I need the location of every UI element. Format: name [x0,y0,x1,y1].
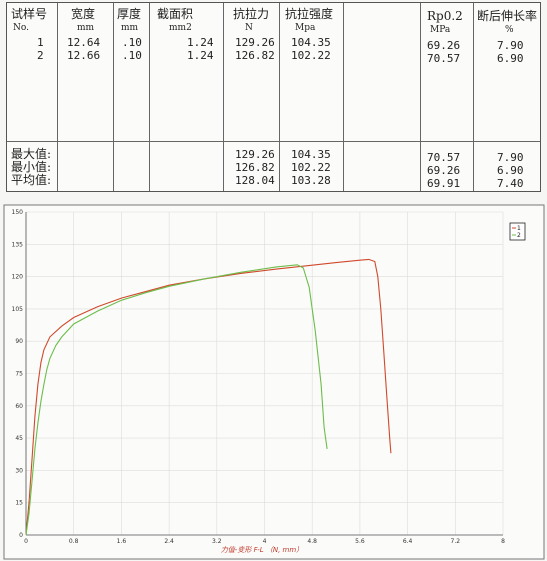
legend-label-2: 2 [517,232,521,239]
column-line [113,3,114,191]
row2-rp02: 70.57 [427,52,461,65]
stat-max-label: 最大值: [11,147,52,161]
header-force-unit: N [245,23,253,33]
row2-thickness: .10 [122,49,142,62]
header-rp02: Rp0.2 [427,9,463,23]
stat-max-elongation: 7.90 [497,151,524,164]
y-tick-label: 15 [15,500,23,507]
row1-force: 129.26 [235,36,275,49]
stat-avg-force: 128.04 [235,174,275,187]
row2-area: 1.24 [187,49,214,62]
x-tick-label: 4 [263,538,267,545]
header-elongation-unit: % [505,25,514,35]
stat-avg-rp02: 69.91 [427,177,461,190]
row2-force: 126.82 [235,49,275,62]
x-tick-label: 4.8 [307,538,317,545]
row2-width: 12.66 [67,49,101,62]
row1-no: 1 [37,36,44,49]
x-tick-label: 5.6 [355,538,365,545]
x-tick-label: 0 [24,538,28,545]
header-width: 宽度 [71,7,96,21]
chart-frame [3,204,545,560]
header-no-unit: No. [13,23,29,33]
legend-box [509,222,526,241]
y-tick-label: 0 [19,532,23,539]
legend-label-1: 1 [517,225,521,232]
header-no: 试样号 [11,7,48,21]
stat-avg-elongation: 7.40 [497,177,524,190]
y-tick-label: 75 [15,371,23,378]
stat-min-elongation: 6.90 [497,164,524,177]
header-thickness-unit: mm [121,23,139,33]
y-tick-label: 60 [15,403,23,410]
table-divider [7,141,540,142]
x-tick-label: 1.6 [117,538,127,545]
y-tick-label: 135 [12,241,24,248]
column-line [149,3,150,191]
x-tick-label: 2.4 [164,538,174,545]
row1-width: 12.64 [67,36,101,49]
row2-strength: 102.22 [291,49,331,62]
stat-avg-strength: 103.28 [291,174,331,187]
row2-elongation: 6.90 [497,52,524,65]
column-line [279,3,280,191]
stat-max-force: 129.26 [235,148,275,161]
header-area-unit: mm2 [169,23,192,33]
header-width-unit: mm [77,23,95,33]
stat-avg-label: 平均值: [11,173,52,187]
stat-min-strength: 102.22 [291,161,331,174]
series-line-2 [25,264,328,536]
y-tick-label: 120 [12,274,24,281]
x-axis-label: 力值-变形 F-L （N, mm） [221,546,303,554]
row2-no: 2 [37,49,44,62]
y-tick-label: 105 [12,306,24,313]
column-line [473,3,474,191]
row1-thickness: .10 [122,36,142,49]
chart-svg: 0 15 30 45 60 75 90 105 120 135 150 0 0.8 1.6 2.4 3.2 4… [3,204,545,560]
x-tick-label: 7.2 [451,538,461,545]
row1-elongation: 7.90 [497,39,524,52]
header-elongation: 断后伸长率 [477,9,538,23]
column-line [57,3,58,191]
stat-max-strength: 104.35 [291,148,331,161]
x-tick-label: 8 [501,538,505,545]
header-strength: 抗拉强度 [285,7,334,21]
stat-min-force: 126.82 [235,161,275,174]
header-strength-unit: Mpa [295,23,316,33]
row1-strength: 104.35 [291,36,331,49]
force-deformation-chart: 0 15 30 45 60 75 90 105 120 135 150 0 0.8 1.6 2.4 3.2 4… [0,203,547,561]
row1-area: 1.24 [187,36,214,49]
y-tick-label: 30 [15,467,23,474]
header-force: 抗拉力 [233,7,270,21]
stat-min-rp02: 69.26 [427,164,461,177]
y-tick-labels: 0 15 30 45 60 75 90 105 120 135 150 [12,209,24,539]
header-thickness: 厚度 [117,7,142,21]
results-table: 试样号 No. 宽度 mm 厚度 mm 截面积 mm2 抗拉力 N 抗拉强度 M… [6,2,541,192]
header-area: 截面积 [157,7,194,21]
y-tick-label: 150 [12,209,24,216]
header-rp02-unit: MPa [430,25,451,35]
stat-min-label: 最小值: [11,160,52,174]
chart-series [25,258,392,536]
row1-rp02: 69.26 [427,39,461,52]
y-tick-label: 45 [15,435,23,442]
column-line [420,3,421,191]
x-tick-labels: 0 0.8 1.6 2.4 3.2 4 4.8 5.6 6.4 7.2 8 [24,538,505,545]
chart-legend: 12 [509,222,526,241]
x-tick-label: 0.8 [69,538,79,545]
stat-max-rp02: 70.57 [427,151,461,164]
x-tick-label: 6.4 [403,538,413,545]
chart-axes [25,212,503,536]
y-tick-label: 90 [15,338,23,345]
column-line [223,3,224,191]
column-line [343,3,344,191]
x-tick-label: 3.2 [212,538,222,545]
